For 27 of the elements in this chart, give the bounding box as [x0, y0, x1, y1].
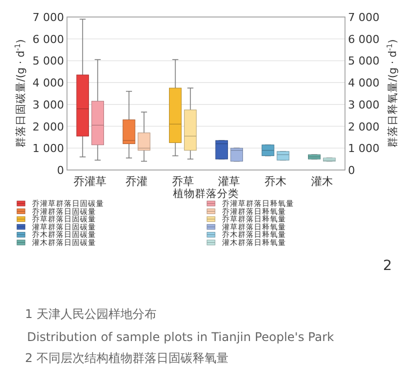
y-tick-label: 5 000	[32, 54, 64, 68]
y-tick-label: 1 000	[32, 142, 64, 156]
x-tick-label: 乔木	[264, 175, 286, 188]
x-tick-label: 乔灌草	[74, 175, 107, 188]
y2-tick-label: 5 000	[348, 54, 380, 68]
y2-tick-label: 0	[348, 164, 355, 177]
y2-tick-label: 7 000	[348, 11, 380, 24]
y-tick-label: 0	[57, 164, 64, 177]
x-tick-label: 乔灌	[126, 175, 148, 188]
text: 1 天津人民公园样地分布	[25, 307, 156, 321]
y2-tick-label: 4 000	[348, 76, 380, 90]
x-axis-title: 植物群落分类	[173, 187, 239, 200]
y2-tick-label: 3 000	[348, 98, 380, 112]
y-tick-label: 2 000	[32, 120, 64, 134]
x-tick-label: 灌木	[310, 175, 333, 188]
y2-tick-label: 1 000	[348, 142, 380, 156]
x-tick-label: 乔草	[172, 175, 194, 188]
text: Distribution of sample plots in Tianjin People's Park	[27, 330, 334, 344]
y-tick-label: 3 000	[32, 98, 64, 112]
y2-tick-label: 6 000	[348, 32, 380, 46]
text: 2	[383, 258, 392, 274]
text: 2 不同层次结构植物群落日固碳释氧量	[25, 351, 228, 365]
y-tick-label: 6 000	[32, 32, 64, 46]
x-tick-label: 灌草	[218, 175, 240, 188]
y-tick-label: 7 000	[32, 11, 64, 24]
y2-tick-label: 2 000	[348, 120, 380, 134]
y-tick-label: 4 000	[32, 76, 64, 90]
